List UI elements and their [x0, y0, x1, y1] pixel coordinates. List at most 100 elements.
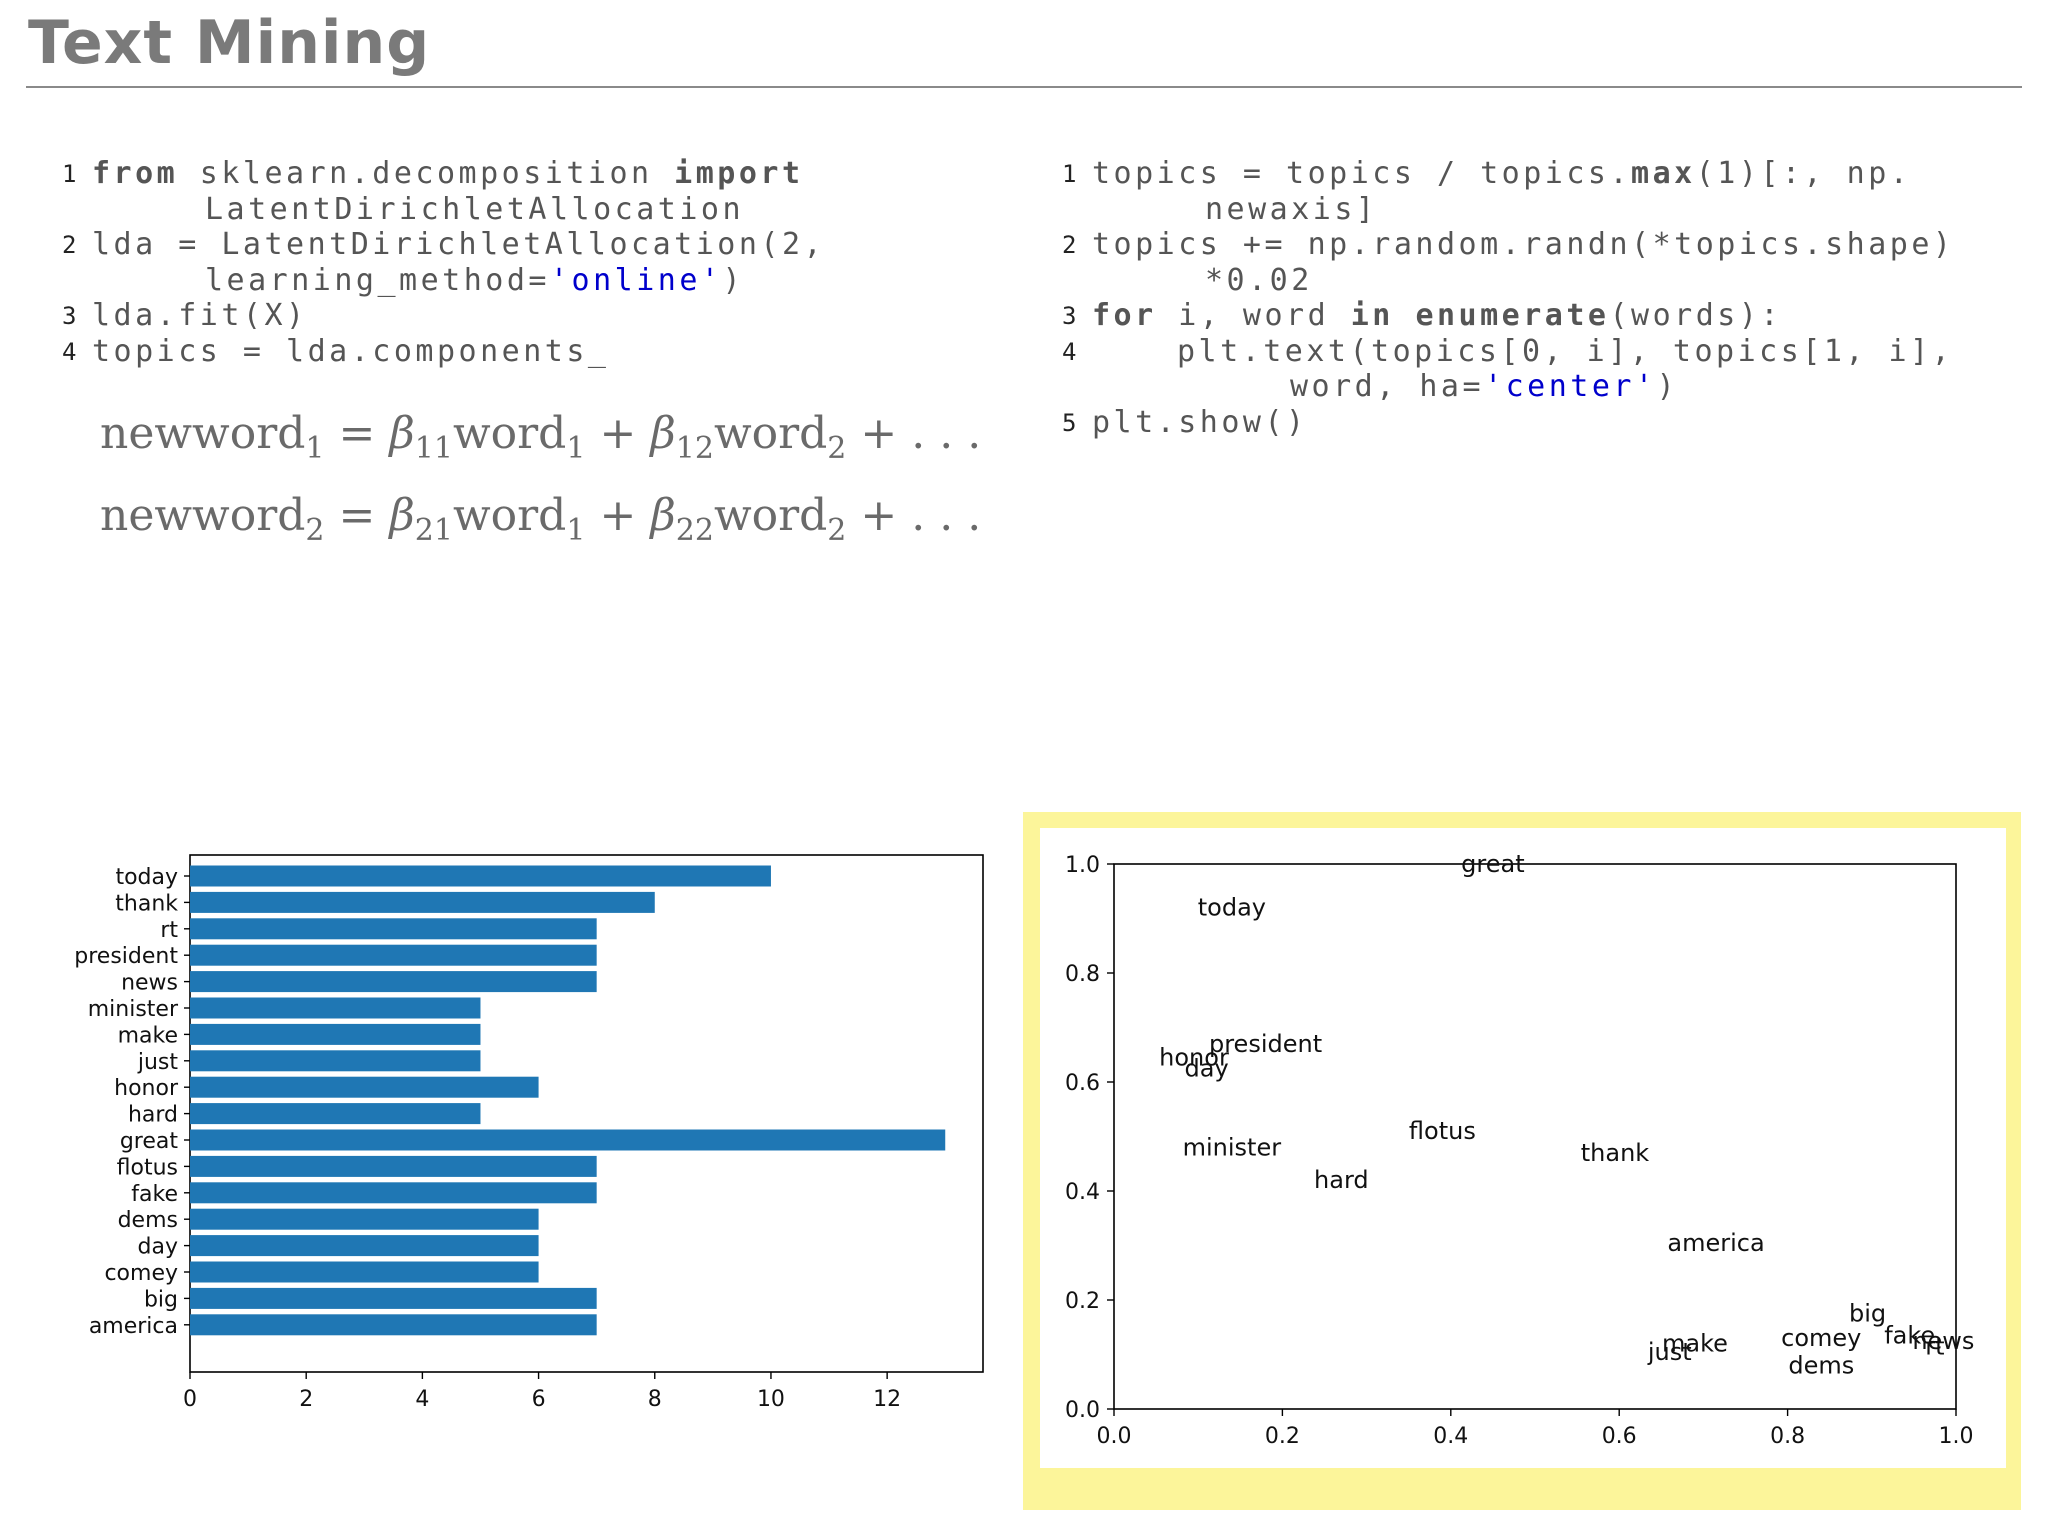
bar [190, 1314, 597, 1336]
y-tick-label: big [144, 1287, 178, 1312]
y-tick-label: fake [131, 1182, 178, 1207]
equation-plus: + [599, 408, 637, 459]
y-tick-label: day [138, 1235, 178, 1260]
scatter-word-label: honor [1159, 1043, 1229, 1071]
y-tick-label: flotus [117, 1155, 178, 1180]
code-token: lda.fit(X) [92, 298, 308, 333]
bar [190, 891, 655, 913]
y-tick-label: great [120, 1129, 179, 1154]
code-line-number: 2 [1062, 231, 1077, 259]
equation-b2: β [650, 408, 676, 459]
code-token: max [1631, 156, 1696, 191]
equation-tail: + . . . [860, 490, 982, 541]
scatter-word-label: hard [1314, 1166, 1369, 1194]
y-tick-label: rt [160, 918, 178, 943]
y-tick-label: hard [128, 1103, 178, 1128]
code-token: from [92, 156, 179, 191]
y-tick-label: 1.0 [1065, 853, 1100, 878]
code-token: (1)[:, np. [1695, 156, 1912, 191]
code-token: 'center' [1484, 369, 1657, 404]
code-line: plt.text(topics[0, i], topics[1, i], [1177, 334, 1953, 369]
code-line-number: 1 [1062, 160, 1077, 188]
equation-b1: β [389, 490, 415, 541]
code-line-number: 2 [62, 231, 77, 259]
code-line: lda.fit(X) [92, 298, 308, 333]
y-tick-label: 0.6 [1065, 1071, 1100, 1096]
bar [190, 1076, 539, 1098]
y-tick-label: today [115, 865, 178, 890]
code-token: i, word [1156, 298, 1351, 333]
scatter-word-label: rt [1925, 1332, 1944, 1360]
code-token: topics += np.random.randn(*topics.shape) [1092, 227, 1955, 262]
slide-title: Text Mining [28, 8, 431, 78]
y-tick-label: president [74, 944, 178, 969]
equation-w2: word [713, 490, 828, 541]
bar-chart: todaythankrtpresidentnewsministermakejus… [74, 854, 984, 1412]
scatter-word-label: comey [1781, 1324, 1861, 1352]
scatter-word-label: thank [1581, 1139, 1650, 1167]
equation-w1: word [452, 408, 567, 459]
scatter-word-label: news [1912, 1327, 1974, 1355]
bar [190, 1103, 481, 1125]
code-line: topics += np.random.randn(*topics.shape) [1092, 227, 1954, 262]
bar [190, 1023, 481, 1045]
code-block-left: 1 from sklearn.decomposition import Latent… [62, 156, 1022, 376]
y-tick-label: comey [104, 1261, 178, 1286]
scatter-word-label: just [1647, 1338, 1692, 1366]
equation-tail: + . . . [860, 408, 982, 459]
code-line-number: 1 [62, 160, 77, 188]
equation-lhs: newword [100, 408, 306, 459]
bar [190, 1287, 597, 1309]
code-token: import [674, 156, 804, 191]
y-tick-label: thank [115, 891, 178, 916]
bar [190, 1182, 597, 1204]
equation-w1-sub: 1 [566, 512, 586, 548]
code-line: *0.02 [1205, 263, 1313, 298]
code-token: word, ha= [1290, 369, 1485, 404]
code-line-number: 5 [1062, 408, 1077, 437]
equation-lhs-sub: 2 [305, 512, 325, 548]
x-tick-label: 0.0 [1097, 1424, 1132, 1449]
equation-newword-2: newword2 = β21word1 + β22word2 + . . . [100, 490, 995, 548]
bar [190, 1129, 946, 1151]
y-tick-label: dems [118, 1208, 178, 1233]
scatter-word-label: big [1849, 1300, 1886, 1328]
equation-eq: = [338, 490, 376, 541]
code-token [1394, 298, 1416, 333]
scatter-word-label: great [1461, 850, 1524, 878]
code-token: plt.text(topics[0, i], topics[1, i], [1177, 333, 1954, 369]
code-line: for i, word in enumerate(words): [1092, 298, 1782, 333]
x-tick-label: 0.2 [1265, 1424, 1300, 1449]
bar [190, 918, 597, 940]
code-token: newaxis] [1205, 191, 1378, 227]
scatter-word-label: day [1185, 1054, 1229, 1082]
y-tick-label: minister [88, 997, 179, 1022]
code-line: LatentDirichletAllocation [205, 192, 744, 227]
scatter-word-label: president [1209, 1030, 1322, 1058]
equation-w2: word [713, 408, 828, 459]
bar [190, 944, 597, 966]
scatter-chart: 0.0 0.2 0.4 0.6 0.8 1.0 0.0 0.2 0.4 0.6 0.8 1.0 grea… [1065, 850, 1974, 1449]
code-token: *0.02 [1205, 262, 1313, 298]
code-line: word, ha='center') [1290, 369, 1678, 404]
scatter-word-label: minister [1183, 1133, 1282, 1161]
code-token: ) [1656, 369, 1679, 404]
scatter-word-label: make [1662, 1330, 1728, 1358]
y-tick-label: 0.8 [1065, 962, 1100, 987]
equation-w2-sub: 2 [827, 430, 847, 466]
equation-b1-sub: 21 [414, 512, 453, 548]
x-tick-label: 6 [532, 1387, 546, 1412]
code-line-number: 4 [62, 337, 77, 366]
equation-plus: + [599, 490, 637, 541]
x-tick-label: 0 [183, 1387, 197, 1412]
x-tick-label: 10 [757, 1387, 785, 1412]
code-line-number: 4 [1062, 337, 1077, 366]
code-token: in [1350, 298, 1394, 333]
code-token: learning_method= [205, 262, 550, 298]
code-token: lda = LatentDirichletAllocation(2, [92, 227, 826, 262]
x-tick-label: 12 [873, 1387, 901, 1412]
x-tick-label: 8 [648, 1387, 662, 1412]
code-token: LatentDirichletAllocation [205, 191, 745, 227]
code-token: ) [722, 262, 745, 298]
code-token: topics = lda.components_ [92, 333, 610, 369]
